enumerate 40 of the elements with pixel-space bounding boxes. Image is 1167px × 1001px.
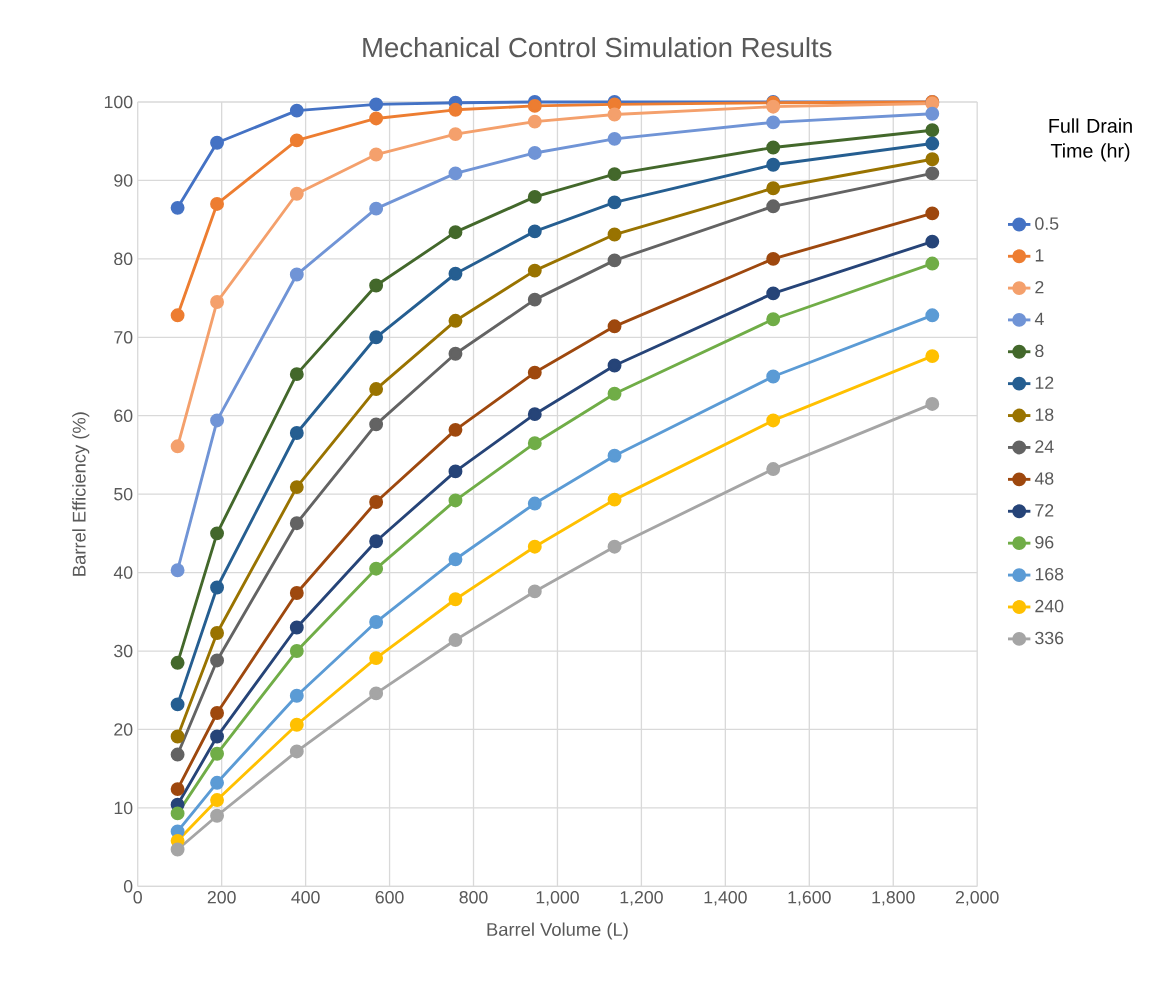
x-tick-label: 600 — [375, 890, 404, 904]
y-tick-label: 70 — [114, 330, 133, 344]
y-tick-label: 40 — [113, 566, 133, 579]
y-tick-label: 80 — [114, 252, 133, 265]
y-tick-label: 50 — [114, 487, 133, 501]
legend-label: 24 — [1035, 440, 1054, 453]
x-tick-label: 0 — [133, 890, 142, 904]
legend-label: 18 — [1035, 408, 1054, 421]
x-axis-title: Barrel Volume (L) — [487, 922, 628, 940]
legend-label: 96 — [1035, 535, 1054, 549]
legend-label: 168 — [1035, 567, 1064, 581]
y-tick-label: 60 — [114, 409, 133, 422]
y-tick-label: 10 — [114, 801, 133, 814]
x-tick-label: 400 — [291, 890, 320, 904]
x-tick-label: 1,800 — [872, 890, 915, 906]
legend-label: 48 — [1034, 471, 1054, 485]
y-tick-label: 100 — [104, 95, 133, 109]
y-tick-label: 30 — [114, 644, 133, 658]
y-axis-title: Barrel Efficiency (%) — [72, 412, 90, 576]
x-tick-label: 1,400 — [704, 890, 747, 906]
legend-label: 1 — [1035, 248, 1044, 262]
legend-label: 4 — [1034, 312, 1044, 325]
legend-label: 0.5 — [1035, 217, 1059, 230]
y-tick-label: 20 — [114, 722, 133, 736]
x-tick-label: 800 — [459, 890, 488, 904]
x-tick-label: 1,000 — [536, 890, 579, 906]
x-tick-label: 2,000 — [955, 890, 999, 906]
legend-label: 8 — [1035, 344, 1044, 357]
legend-title: Full Drain Time (hr) — [1049, 118, 1132, 162]
legend-label: 72 — [1035, 503, 1054, 517]
y-tick-label: 90 — [114, 173, 133, 187]
y-tick-label: 0 — [123, 879, 133, 893]
x-tick-label: 1,600 — [788, 890, 831, 906]
legend-label: 2 — [1035, 280, 1044, 294]
x-tick-label: 200 — [207, 890, 236, 904]
chart-title: Mechanical Control Simulation Results — [363, 36, 832, 58]
legend-label: 240 — [1035, 599, 1064, 613]
legend-label: 12 — [1035, 376, 1054, 389]
legend-label: 336 — [1035, 631, 1064, 645]
x-tick-label: 1,200 — [620, 890, 663, 906]
